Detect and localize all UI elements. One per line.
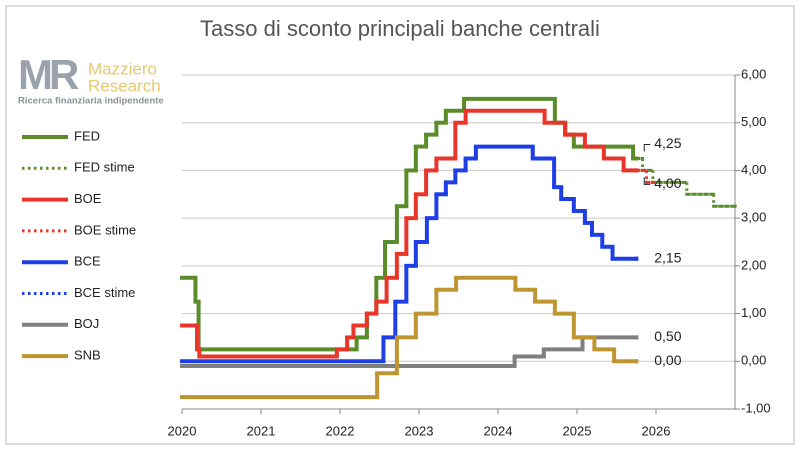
legend-label: BOE stime [74, 222, 136, 237]
x-tick-label: 2022 [326, 423, 355, 438]
x-tick-label: 2024 [484, 423, 513, 438]
y-tick-label: -1,00 [741, 400, 771, 415]
x-tick-label: 2020 [168, 423, 197, 438]
x-tick-label: 2023 [405, 423, 434, 438]
y-tick-label: 5,00 [741, 114, 766, 129]
end-label: 4,25 [654, 135, 681, 151]
end-label: 0,00 [654, 352, 681, 368]
legend-label: FED stime [74, 160, 135, 175]
end-label: 2,15 [654, 249, 681, 265]
y-tick-label: 6,00 [741, 66, 766, 81]
label-leader [643, 177, 651, 185]
legend-label: FED [74, 128, 100, 143]
logo: MR Mazziero Research Ricerca finanziaria… [18, 51, 164, 106]
y-tick-label: 2,00 [741, 257, 766, 272]
legend-label: BOE [74, 191, 102, 206]
x-tick-label: 2021 [247, 423, 276, 438]
chart-title: Tasso di sconto principali banche centra… [200, 16, 600, 41]
x-tick-label: 2025 [563, 423, 592, 438]
y-tick-label: 1,00 [741, 305, 766, 320]
logo-name: Research [88, 76, 161, 95]
logo-tagline: Ricerca finanziaria indipendente [18, 96, 164, 107]
y-tick-label: 3,00 [741, 210, 766, 225]
legend-label: BCE stime [74, 285, 135, 300]
y-tick-label: 0,00 [741, 353, 766, 368]
legend-label: SNB [74, 348, 101, 363]
end-label: 0,50 [654, 328, 681, 344]
logo-mark: MR [18, 51, 79, 98]
legend-label: BOJ [74, 316, 99, 331]
logo-name: Mazziero [88, 59, 157, 78]
legend-label: BCE [74, 254, 101, 269]
label-leader [643, 144, 651, 152]
chart-frame [5, 5, 795, 445]
y-tick-label: 4,00 [741, 162, 766, 177]
end-label: 4,00 [654, 175, 681, 191]
x-tick-label: 2026 [642, 423, 671, 438]
